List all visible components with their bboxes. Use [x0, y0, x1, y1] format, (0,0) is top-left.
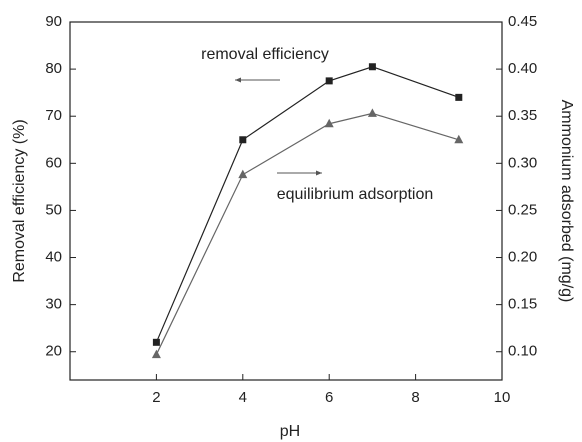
y-tick-label: 50: [45, 201, 62, 218]
marker: [454, 134, 464, 144]
y-tick-label: 90: [45, 13, 62, 30]
arrow-head: [316, 170, 322, 176]
y2-tick-label: 0.25: [508, 201, 537, 218]
marker: [151, 349, 161, 359]
y-tick-label: 20: [45, 343, 62, 360]
arrow-head: [235, 77, 241, 83]
x-tick-label: 6: [325, 389, 333, 406]
y-tick-label: 60: [45, 154, 62, 171]
plot-frame: [69, 21, 503, 381]
x-tick-label: 2: [152, 389, 160, 406]
y-tick-label: 30: [45, 296, 62, 313]
x-tick-label: 10: [494, 389, 511, 406]
marker: [152, 338, 160, 346]
marker: [238, 169, 248, 179]
marker: [368, 63, 376, 71]
y-tick-label: 40: [45, 248, 62, 265]
x-axis-label: pH: [280, 423, 300, 440]
annotation: equilibrium adsorption: [277, 186, 434, 203]
y2-tick-label: 0.30: [508, 154, 537, 171]
y2-tick-label: 0.10: [508, 343, 537, 360]
y2-tick-label: 0.40: [508, 60, 537, 77]
y2-tick-label: 0.45: [508, 13, 537, 30]
x-tick-label: 8: [411, 389, 419, 406]
y-tick-label: 70: [45, 107, 62, 124]
marker: [367, 108, 377, 117]
marker: [325, 77, 333, 85]
y2-tick-label: 0.15: [508, 296, 537, 313]
marker: [455, 93, 463, 101]
y2-axis-label: Ammonium adsorbed (mg/g): [558, 100, 575, 303]
marker: [324, 118, 334, 128]
y2-tick-label: 0.20: [508, 248, 537, 265]
marker: [239, 136, 247, 144]
annotation: removal efficiency: [201, 46, 329, 63]
series-line: [155, 112, 459, 355]
y-tick-label: 80: [45, 60, 62, 77]
x-tick-label: 4: [239, 389, 247, 406]
y-axis-label: Removal efficiency (%): [11, 119, 28, 282]
series-line: [155, 66, 460, 343]
y2-tick-label: 0.35: [508, 107, 537, 124]
